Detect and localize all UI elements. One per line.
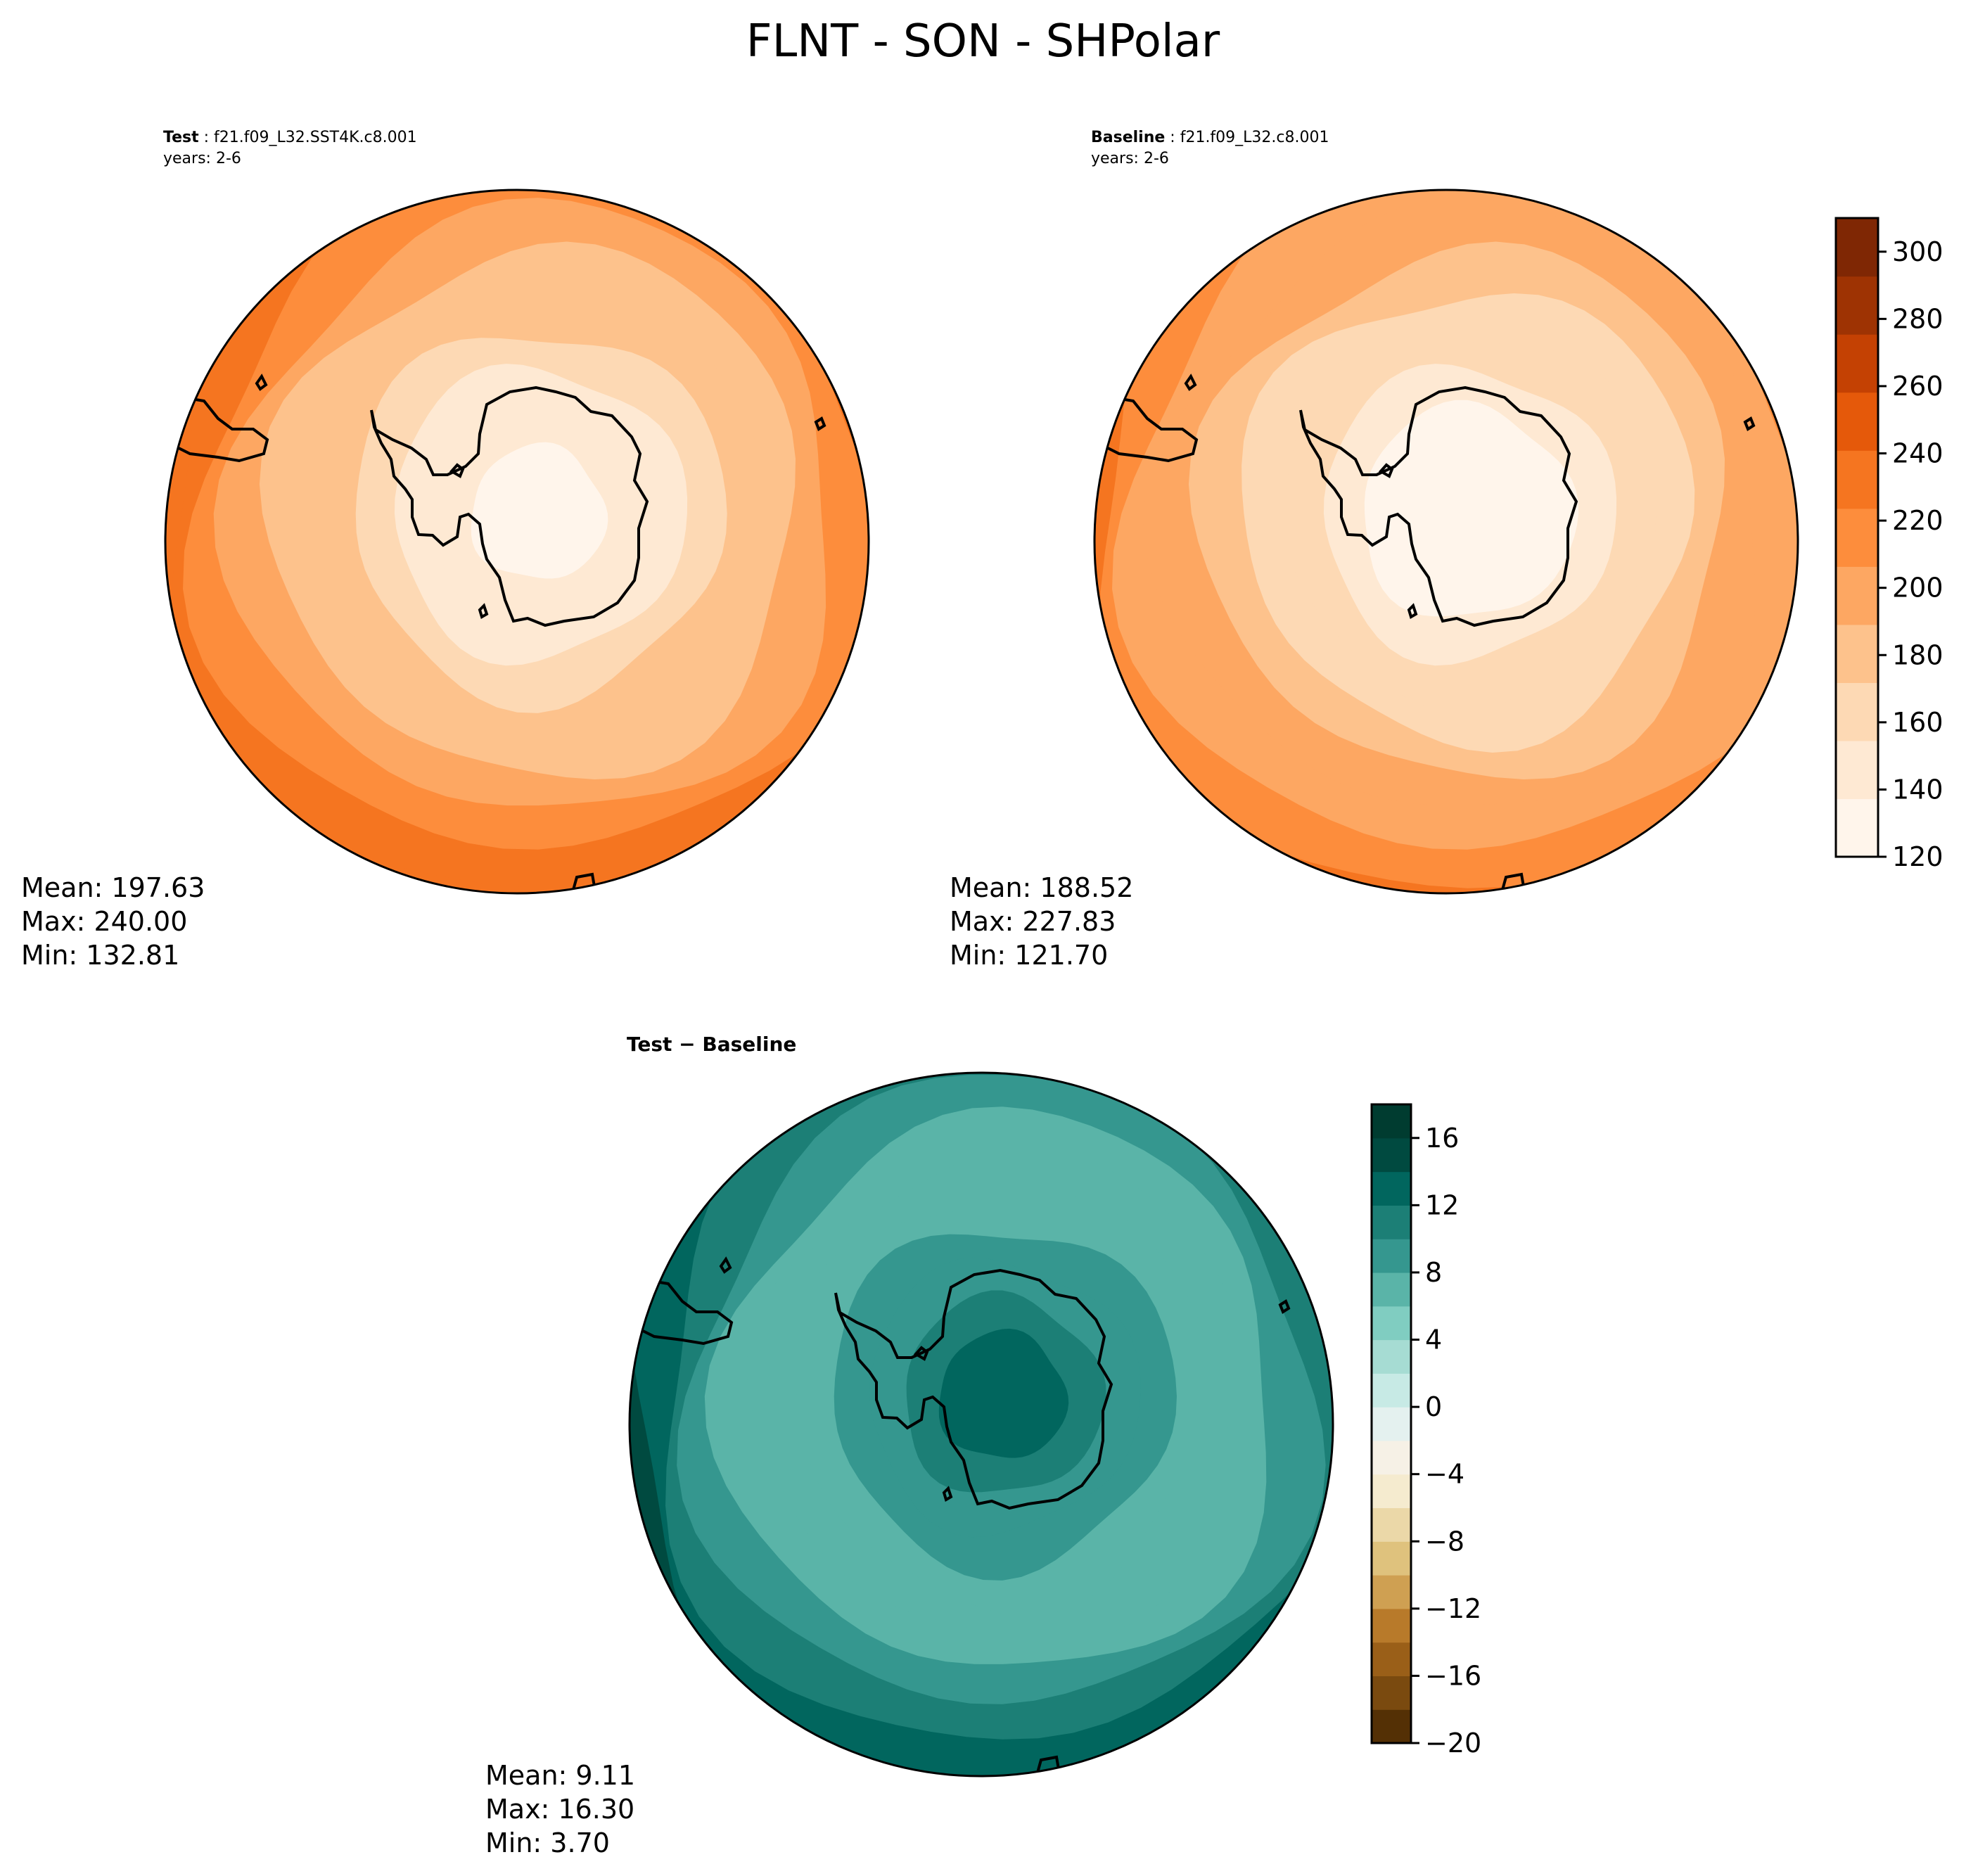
test-years: years: 2-6 [163, 150, 241, 167]
baseline-band-0 [1400, 442, 1538, 579]
diff-colorbar-swatch-18 [1372, 1104, 1411, 1139]
diff-colorbar-swatch-10 [1372, 1373, 1411, 1408]
diff-colorbar-swatch-17 [1372, 1137, 1411, 1173]
difference-band-0 [938, 1328, 1069, 1458]
diff-colorbar-swatch-13 [1372, 1272, 1411, 1307]
difference-contour-fill [630, 1073, 1333, 1776]
diff-colorbar-tick-label: −12 [1425, 1593, 1481, 1624]
main-colorbar-tick-label: 240 [1892, 438, 1943, 469]
diff-colorbar-frame [1370, 1103, 1412, 1744]
difference-title: Test − Baseline [627, 1033, 797, 1056]
main-colorbar-tick-label: 280 [1892, 303, 1943, 334]
diff-colorbar-swatch-5 [1372, 1541, 1411, 1576]
test-map [164, 189, 870, 895]
main-colorbar-tick-label: 160 [1892, 707, 1943, 738]
test-case-label: Test [163, 129, 199, 146]
diff-colorbar-swatch-11 [1372, 1339, 1411, 1374]
main-colorbar: 120 140 160 180 200 220 240 260 280 300 [1834, 217, 1943, 872]
main-colorbar-swatch-1 [1836, 740, 1878, 800]
diff-colorbar-tick-label: 16 [1425, 1123, 1459, 1154]
diff-colorbar-swatch-1 [1372, 1676, 1411, 1710]
main-colorbar-swatch-0 [1836, 798, 1878, 857]
baseline-min: Min: 121.70 [950, 940, 1109, 971]
diff-colorbar-swatch-8 [1372, 1440, 1411, 1475]
baseline-stats: Mean: 188.52 Max: 227.83 Min: 121.70 [950, 871, 1133, 972]
difference-mean: Mean: 9.11 [485, 1760, 636, 1791]
baseline-map [1093, 189, 1799, 895]
diff-colorbar-swatch-16 [1372, 1171, 1411, 1206]
main-colorbar-tick-label: 260 [1892, 371, 1943, 402]
main-colorbar-tick-label: 200 [1892, 573, 1943, 604]
diff-colorbar: −20 −16 −12 −8 −4 0 4 8 12 16 [1370, 1103, 1481, 1759]
main-colorbar-swatch-3 [1836, 624, 1878, 683]
main-colorbar-tick-label: 180 [1892, 639, 1943, 670]
test-mean: Mean: 197.63 [21, 872, 205, 903]
baseline-max: Max: 227.83 [950, 906, 1116, 937]
diff-colorbar-tick-label: −16 [1425, 1660, 1481, 1691]
test-contour-fill [165, 190, 869, 893]
main-colorbar-swatch-10 [1836, 218, 1878, 277]
test-max: Max: 240.00 [21, 906, 188, 937]
main-colorbar-fill [1836, 218, 1878, 857]
main-colorbar-swatch-5 [1836, 508, 1878, 567]
diff-colorbar-tick-label: −4 [1425, 1459, 1464, 1490]
difference-max: Max: 16.30 [485, 1794, 635, 1825]
main-colorbar-swatch-2 [1836, 682, 1878, 741]
main-colorbar-tick-label: 140 [1892, 774, 1943, 805]
baseline-case-name: f21.f09_L32.c8.001 [1180, 129, 1329, 146]
main-colorbar-swatch-6 [1836, 450, 1878, 509]
diff-colorbar-swatch-2 [1372, 1642, 1411, 1677]
main-colorbar-tick-label: 220 [1892, 505, 1943, 536]
diff-colorbar-tick-label: 0 [1425, 1391, 1442, 1422]
diff-colorbar-tick-label: 8 [1425, 1257, 1442, 1288]
main-colorbar-ticks: 120 140 160 180 200 220 240 260 280 300 [1878, 236, 1943, 872]
figure-title: FLNT - SON - SHPolar [746, 15, 1220, 68]
test-case-name: f21.f09_L32.SST4K.c8.001 [214, 129, 417, 146]
main-colorbar-swatch-4 [1836, 566, 1878, 625]
diff-colorbar-swatch-4 [1372, 1575, 1411, 1609]
main-colorbar-tick-label: 120 [1892, 841, 1943, 872]
difference-coastline [639, 1256, 1291, 1773]
test-stats: Mean: 197.63 Max: 240.00 Min: 132.81 [21, 871, 205, 972]
main-colorbar-swatch-8 [1836, 334, 1878, 393]
diff-colorbar-tick-label: −20 [1425, 1728, 1481, 1759]
baseline-mean: Mean: 188.52 [950, 872, 1134, 903]
diff-colorbar-tick-label: 12 [1425, 1189, 1459, 1220]
baseline-case-label: Baseline [1091, 129, 1166, 146]
test-coastline [175, 374, 826, 891]
test-band-0 [471, 442, 608, 579]
main-colorbar-tick-label: 300 [1892, 236, 1943, 267]
baseline-case-line: Baseline : f21.f09_L32.c8.001 [1091, 129, 1329, 146]
difference-min: Min: 3.70 [485, 1827, 610, 1858]
diff-colorbar-swatch-15 [1372, 1205, 1411, 1239]
diff-colorbar-swatch-0 [1372, 1709, 1411, 1744]
difference-stats: Mean: 9.11 Max: 16.30 Min: 3.70 [485, 1759, 635, 1860]
diff-colorbar-swatch-9 [1372, 1407, 1411, 1441]
test-min: Min: 132.81 [21, 940, 180, 971]
main-colorbar-swatch-9 [1836, 276, 1878, 335]
diff-colorbar-swatch-3 [1372, 1608, 1411, 1643]
test-case-line: Test : f21.f09_L32.SST4K.c8.001 [163, 129, 417, 146]
diff-colorbar-swatch-14 [1372, 1239, 1411, 1273]
main-colorbar-frame [1834, 217, 1879, 858]
main-colorbar-swatch-7 [1836, 392, 1878, 451]
diff-colorbar-swatch-7 [1372, 1474, 1411, 1509]
baseline-coastline [1104, 374, 1756, 891]
diff-colorbar-tick-label: 4 [1425, 1325, 1442, 1355]
diff-colorbar-tick-label: −8 [1425, 1526, 1464, 1557]
diff-colorbar-fill [1372, 1104, 1411, 1744]
difference-map [628, 1071, 1334, 1778]
diff-colorbar-swatch-12 [1372, 1306, 1411, 1341]
diff-colorbar-swatch-6 [1372, 1507, 1411, 1542]
baseline-contour-fill [1094, 190, 1798, 893]
diff-colorbar-ticks: −20 −16 −12 −8 −4 0 4 8 12 16 [1411, 1123, 1481, 1759]
baseline-years: years: 2-6 [1091, 150, 1169, 167]
